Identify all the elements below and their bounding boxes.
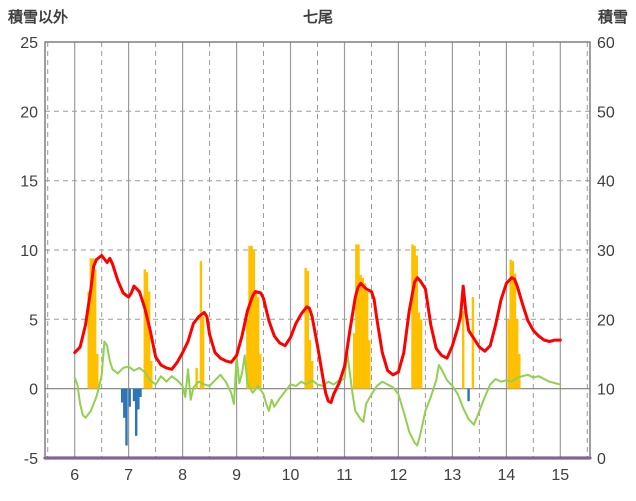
right-tick-label: 50: [597, 104, 615, 121]
left-tick-label: 20: [20, 104, 38, 121]
orange-bars-bar: [248, 245, 251, 389]
left-axis-title: 積雪以外: [8, 9, 69, 26]
orange-bars-bar: [143, 269, 147, 389]
orange-bars-bar: [306, 270, 309, 389]
left-tick-label: 10: [20, 243, 38, 260]
blue-bars-bar: [120, 388, 124, 403]
right-tick-label: 0: [597, 451, 606, 468]
left-tick-label: 5: [29, 312, 38, 329]
orange-bars-bar: [419, 319, 423, 389]
orange-bars-bar: [471, 297, 475, 389]
orange-bars-bar: [254, 291, 258, 389]
orange-bars-bar: [304, 268, 307, 389]
orange-bars-bar: [259, 354, 262, 389]
orange-bars-bar: [308, 340, 312, 389]
orange-bars-bar: [147, 291, 151, 389]
orange-bars-bar: [515, 319, 519, 389]
red-line: [73, 254, 562, 404]
x-tick-label: 9: [232, 467, 241, 484]
orange-bars-bar: [368, 340, 371, 389]
orange-bars-bar: [513, 273, 517, 389]
orange-bars-bar: [250, 245, 253, 389]
orange-bars-bar: [417, 312, 421, 389]
orange-bars-bar: [361, 277, 365, 389]
x-tick-label: 7: [124, 467, 133, 484]
orange-bars-bar: [145, 272, 149, 389]
blue-bars-bar: [139, 388, 142, 397]
orange-bars-bar: [461, 311, 465, 389]
orange-bars-bar: [357, 244, 360, 389]
right-tick-label: 10: [597, 382, 615, 399]
plot-border: [44, 41, 591, 459]
orange-bars-bar: [511, 261, 515, 389]
right-tick-label: 20: [597, 312, 615, 329]
x-tick-label: 15: [551, 467, 569, 484]
orange-bars-bar: [518, 354, 521, 389]
blue-bars-bar: [123, 388, 126, 418]
orange-bars-bar: [415, 255, 418, 389]
blue-bars-bar: [467, 388, 470, 402]
x-tick-label: 13: [444, 467, 462, 484]
orange-bars-bar: [411, 244, 414, 389]
blue-bars-bar: [137, 388, 140, 410]
orange-bars-bar: [252, 250, 256, 389]
orange-bars-bar: [355, 244, 358, 389]
blue-bars-bar: [125, 388, 128, 446]
x-tick-label: 6: [70, 467, 79, 484]
green-line: [73, 340, 562, 447]
x-tick-label: 12: [390, 467, 408, 484]
orange-bars-bar: [363, 283, 367, 389]
orange-bars-bar: [365, 291, 369, 389]
right-axis-title: 積雪: [597, 9, 628, 26]
x-tick-label: 14: [498, 467, 516, 484]
orange-bars-bar: [507, 319, 510, 389]
orange-bars-bar: [93, 269, 97, 389]
orange-bars-bar: [91, 258, 95, 389]
x-tick-label: 10: [282, 467, 300, 484]
blue-bars-bar: [128, 388, 131, 407]
orange-bars-bar: [352, 333, 356, 389]
orange-bars-bar: [359, 274, 362, 389]
left-tick-label: 25: [20, 35, 38, 52]
orange-bars-bar: [256, 297, 260, 389]
orange-bars-bar: [246, 319, 249, 389]
orange-bars-bar: [310, 360, 314, 389]
orange-bars-bar: [413, 245, 416, 389]
x-tick-label: 8: [178, 467, 187, 484]
right-tick-label: 60: [597, 35, 615, 52]
orange-bars-bar: [87, 291, 90, 389]
orange-bars-bar: [195, 367, 198, 389]
x-tick-label: 11: [336, 467, 353, 484]
blue-bars-bar: [132, 388, 136, 402]
left-tick-label: 15: [20, 174, 38, 191]
left-tick-label: -5: [24, 451, 38, 468]
right-tick-label: 30: [597, 243, 615, 260]
left-tick-label: 0: [29, 382, 38, 399]
blue-bars-bar: [134, 388, 138, 436]
right-tick-label: 40: [597, 174, 615, 191]
orange-bars-bar: [150, 360, 153, 389]
orange-bars-bar: [509, 259, 512, 389]
orange-bars-bar: [89, 258, 93, 389]
orange-bars-bar: [199, 261, 203, 389]
orange-bars-bar: [201, 316, 205, 389]
orange-bars-bar: [96, 354, 99, 389]
chart-title: 七尾: [302, 9, 333, 26]
